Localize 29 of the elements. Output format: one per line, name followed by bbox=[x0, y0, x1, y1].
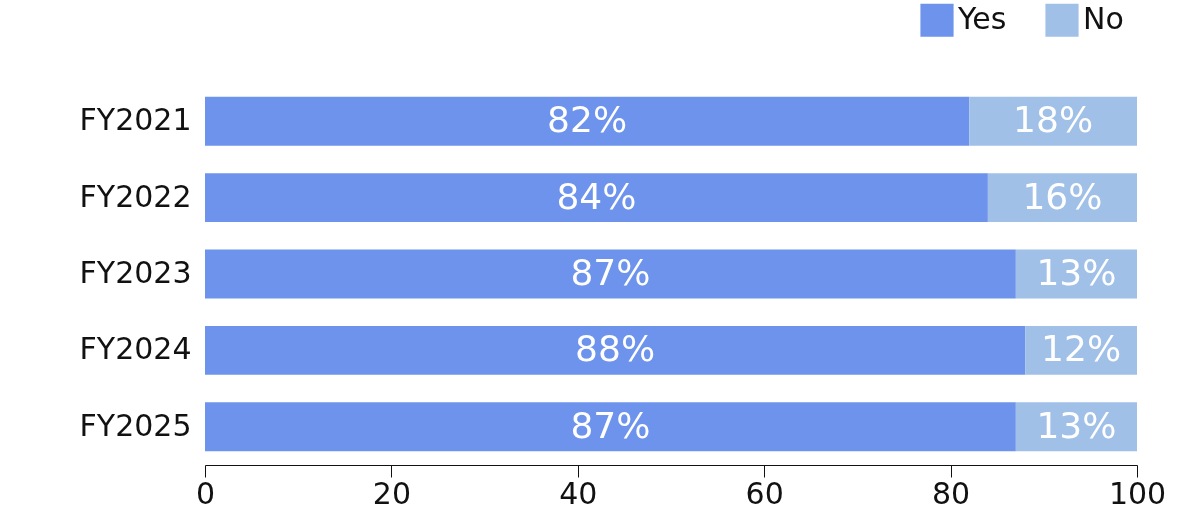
data-label: 88% bbox=[575, 328, 656, 370]
y-tick-label: FY2023 bbox=[79, 255, 192, 290]
bar bbox=[205, 325, 1026, 375]
y-tick-label: FY2025 bbox=[79, 407, 192, 443]
data-label: 18% bbox=[1013, 99, 1094, 141]
data-label: 12% bbox=[1041, 328, 1122, 370]
x-tick-label: 60 bbox=[745, 475, 784, 511]
x-tick-label: 20 bbox=[372, 475, 411, 511]
data-label: 13% bbox=[1036, 252, 1117, 293]
legend-label: No bbox=[1083, 1, 1124, 37]
legend-label: Yes bbox=[957, 1, 1007, 37]
bar bbox=[205, 402, 1016, 452]
bar bbox=[205, 173, 988, 223]
data-label: 16% bbox=[1022, 175, 1103, 217]
y-tick-label: FY2021 bbox=[79, 102, 192, 138]
data-label: 87% bbox=[570, 404, 651, 446]
bar bbox=[205, 249, 1016, 299]
y-tick-label: FY2022 bbox=[79, 178, 192, 214]
bar bbox=[205, 96, 970, 146]
data-label: 82% bbox=[547, 99, 628, 141]
x-tick-label: 40 bbox=[559, 475, 598, 511]
data-label: 13% bbox=[1036, 404, 1117, 446]
data-label: 84% bbox=[556, 175, 637, 217]
y-tick-label: FY2024 bbox=[79, 331, 192, 367]
x-tick-label: 80 bbox=[932, 475, 971, 511]
bar bbox=[969, 96, 1137, 146]
x-tick-label: 0 bbox=[195, 475, 216, 511]
data-label: 87% bbox=[570, 252, 651, 293]
x-tick-label: 100 bbox=[1108, 475, 1167, 511]
